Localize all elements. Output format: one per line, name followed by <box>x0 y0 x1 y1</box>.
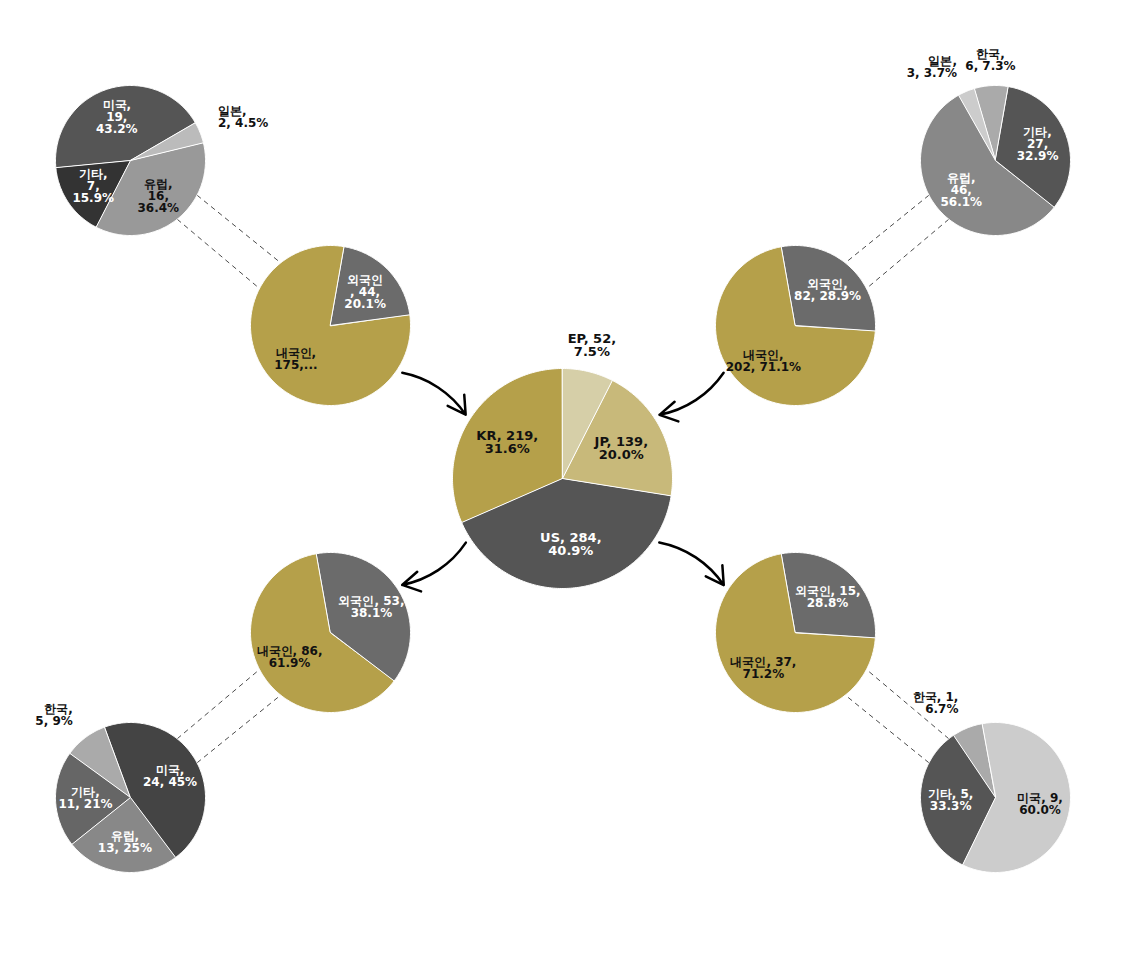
svg-text:기타,27,32.9%: 기타,27,32.9% <box>1017 125 1059 163</box>
svg-text:한국, 1,6.7%: 한국, 1,6.7% <box>913 690 959 716</box>
svg-text:일본,2, 4.5%: 일본,2, 4.5% <box>218 104 268 130</box>
svg-text:외국인,82, 28.9%: 외국인,82, 28.9% <box>794 277 861 303</box>
svg-text:한국,6, 7.3%: 한국,6, 7.3% <box>965 47 1015 73</box>
svg-text:기타,7,15.9%: 기타,7,15.9% <box>72 167 114 205</box>
svg-text:내국인,175,...: 내국인,175,... <box>274 346 317 372</box>
svg-text:한국,5, 9%: 한국,5, 9% <box>35 702 72 728</box>
svg-text:외국인, 15,28.8%: 외국인, 15,28.8% <box>795 584 861 610</box>
svg-text:내국인, 86,61.9%: 내국인, 86,61.9% <box>257 644 323 670</box>
svg-text:내국인, 37,71.2%: 내국인, 37,71.2% <box>730 655 796 681</box>
svg-text:외국인, 44,20.1%: 외국인, 44,20.1% <box>344 273 386 311</box>
svg-text:유럽,16,36.4%: 유럽,16,36.4% <box>137 177 179 215</box>
svg-text:미국,19,43.2%: 미국,19,43.2% <box>96 98 138 136</box>
svg-text:유럽,46,56.1%: 유럽,46,56.1% <box>940 171 982 209</box>
svg-text:US, 284,40.9%: US, 284,40.9% <box>540 530 601 558</box>
svg-text:유럽,13, 25%: 유럽,13, 25% <box>98 829 152 855</box>
svg-text:기타, 5,33.3%: 기타, 5,33.3% <box>928 787 974 813</box>
svg-text:내국인,202, 71.1%: 내국인,202, 71.1% <box>726 348 801 374</box>
svg-text:KR, 219,31.6%: KR, 219,31.6% <box>476 428 538 456</box>
svg-text:일본,3, 3.7%: 일본,3, 3.7% <box>907 54 957 80</box>
svg-text:미국, 9,60.0%: 미국, 9,60.0% <box>1017 791 1063 817</box>
svg-text:JP, 139,20.0%: JP, 139,20.0% <box>594 434 649 462</box>
svg-text:미국,24, 45%: 미국,24, 45% <box>143 763 197 789</box>
svg-text:EP, 52,7.5%: EP, 52,7.5% <box>568 331 617 359</box>
svg-text:외국인, 53,38.1%: 외국인, 53,38.1% <box>338 594 404 620</box>
svg-text:기타,11, 21%: 기타,11, 21% <box>58 785 112 811</box>
